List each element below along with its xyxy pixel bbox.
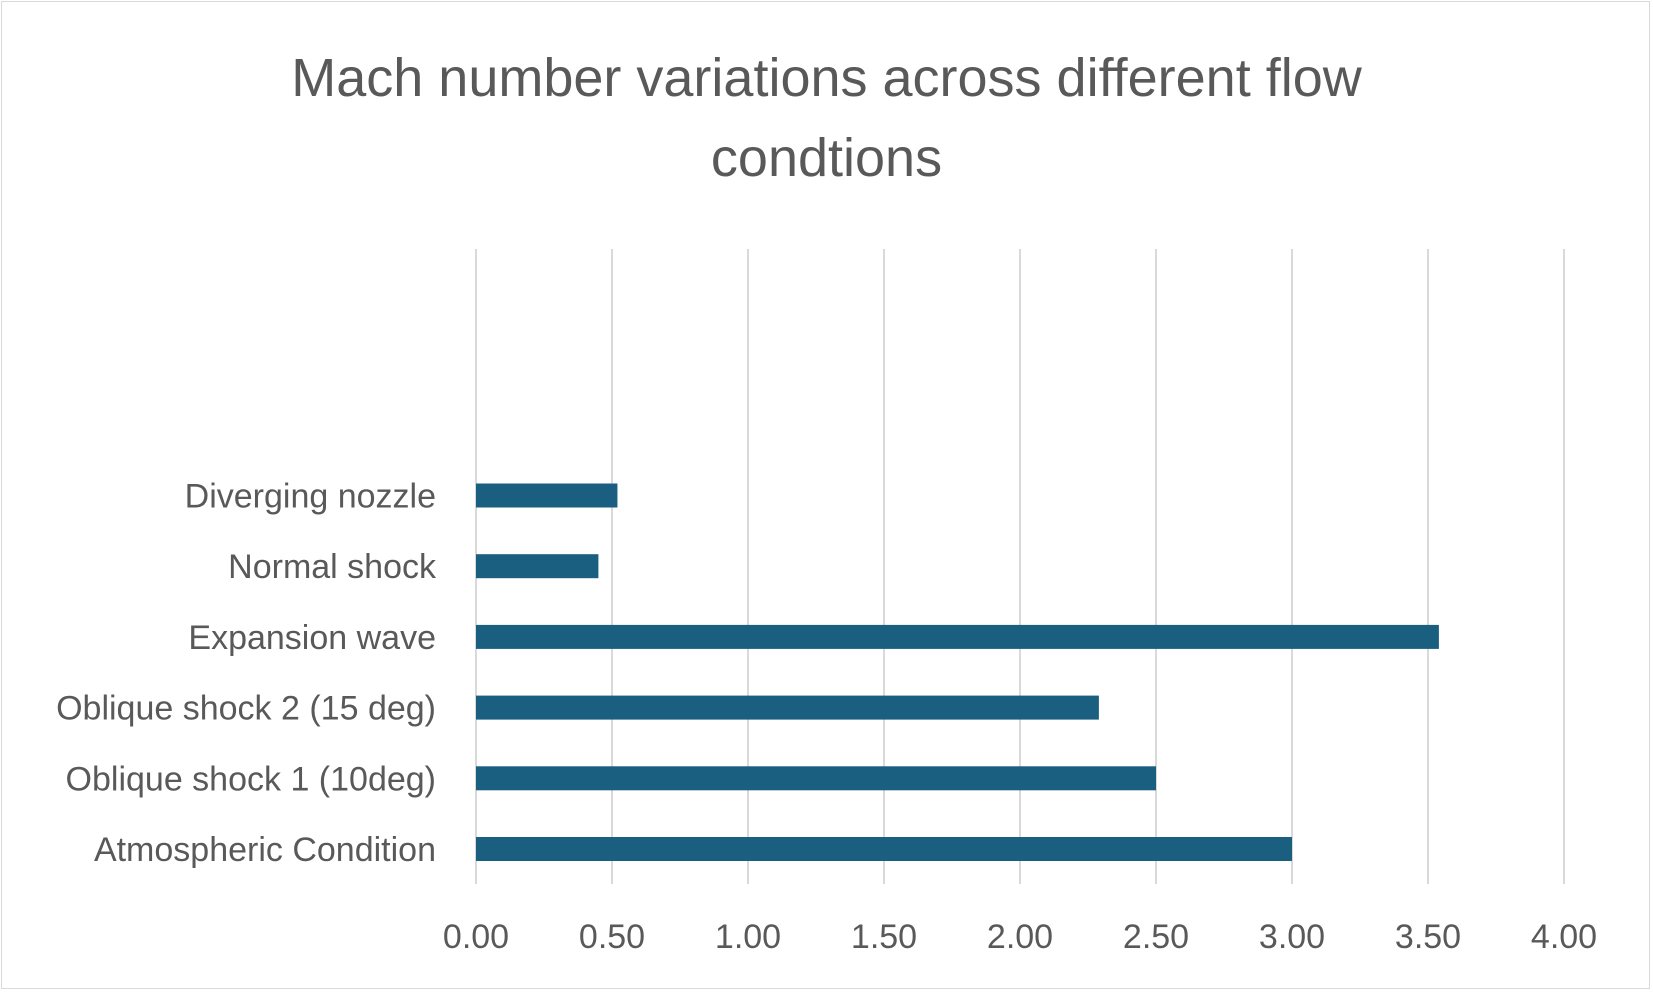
category-label-1: Oblique shock 1 (10deg) [66, 760, 436, 798]
chart-title-line-2: condtions [710, 128, 943, 188]
bar-0 [476, 837, 1292, 861]
x-tick-label-4: 2.00 [987, 918, 1053, 956]
x-tick-label-2: 1.00 [715, 918, 781, 956]
bar-4 [476, 554, 599, 579]
x-tick-label-7: 3.50 [1395, 918, 1461, 956]
bars [476, 483, 1439, 861]
x-tick-label-1: 0.50 [579, 918, 645, 956]
x-tick-label-3: 1.50 [851, 918, 917, 956]
category-label-0: Atmospheric Condition [94, 831, 436, 869]
x-tick-label-0: 0.00 [443, 918, 509, 956]
bar-2 [476, 695, 1099, 720]
category-label-3: Expansion wave [188, 619, 436, 657]
x-tick-label-5: 2.50 [1123, 918, 1189, 956]
chart-title: Mach number variations across different … [0, 38, 1653, 198]
category-labels: Atmospheric Condition Oblique shock 1 (10… [56, 478, 437, 870]
category-label-2: Oblique shock 2 (15 deg) [56, 690, 436, 728]
chart-title-line-1: Mach number variations across different … [291, 48, 1362, 108]
bar-1 [476, 766, 1156, 791]
x-tick-labels: 0.00 0.50 1.00 1.50 2.00 2.50 3.00 3.50 4.00 [443, 918, 1597, 956]
bar-3 [476, 624, 1439, 649]
category-label-5: Diverging nozzle [185, 478, 436, 516]
x-tick-label-8: 4.00 [1531, 918, 1597, 956]
x-tick-label-6: 3.00 [1259, 918, 1325, 956]
bar-5 [476, 483, 618, 508]
category-label-4: Normal shock [228, 548, 437, 586]
